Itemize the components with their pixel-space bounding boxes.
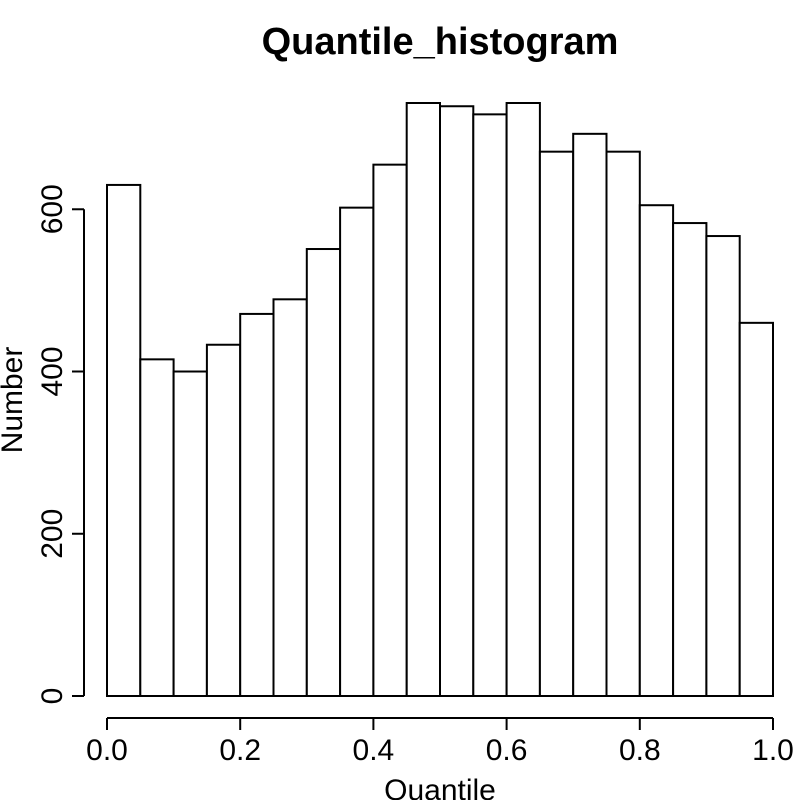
histogram-bar	[405, 102, 442, 697]
histogram-bar	[372, 163, 408, 697]
histogram-bar	[572, 132, 608, 697]
histogram-bar	[239, 312, 275, 697]
histogram-bar	[472, 113, 508, 697]
bars-group	[106, 102, 775, 698]
histogram-bar	[738, 321, 775, 697]
histogram-bar	[139, 358, 175, 697]
y-tick-label: 600	[36, 184, 69, 234]
chart-title: Quantile_histogram	[262, 21, 619, 63]
x-tick-label: 0.8	[619, 734, 661, 767]
y-tick-label: 0	[36, 688, 69, 705]
histogram-bar	[605, 150, 641, 698]
x-tick-label: 0.6	[486, 734, 528, 767]
x-tick-label: 0.0	[86, 734, 128, 767]
histogram-bar	[672, 222, 708, 698]
histogram-bar	[505, 102, 541, 697]
x-tick-label: 0.4	[353, 734, 395, 767]
histogram-bar	[638, 204, 675, 697]
histogram-bar	[705, 235, 741, 697]
x-axis-label: Quantile	[384, 774, 496, 800]
histogram-bar	[172, 370, 208, 697]
y-tick-label: 400	[36, 346, 69, 396]
histogram-bar	[339, 206, 375, 697]
x-axis: 0.0 0.2 0.4 0.6 0.8 1.0	[86, 717, 794, 767]
histogram-bar	[305, 248, 342, 697]
y-axis: 0 200 400 600	[36, 184, 85, 705]
histogram-bar	[439, 105, 475, 697]
y-axis-label: Number	[0, 347, 29, 454]
x-tick-label: 0.2	[219, 734, 261, 767]
histogram-bar	[538, 150, 575, 698]
x-tick-label: 1.0	[752, 734, 794, 767]
histogram-bar	[106, 183, 142, 697]
histogram-bar	[272, 298, 308, 697]
y-tick-label: 200	[36, 509, 69, 559]
histogram-bar	[205, 343, 242, 697]
